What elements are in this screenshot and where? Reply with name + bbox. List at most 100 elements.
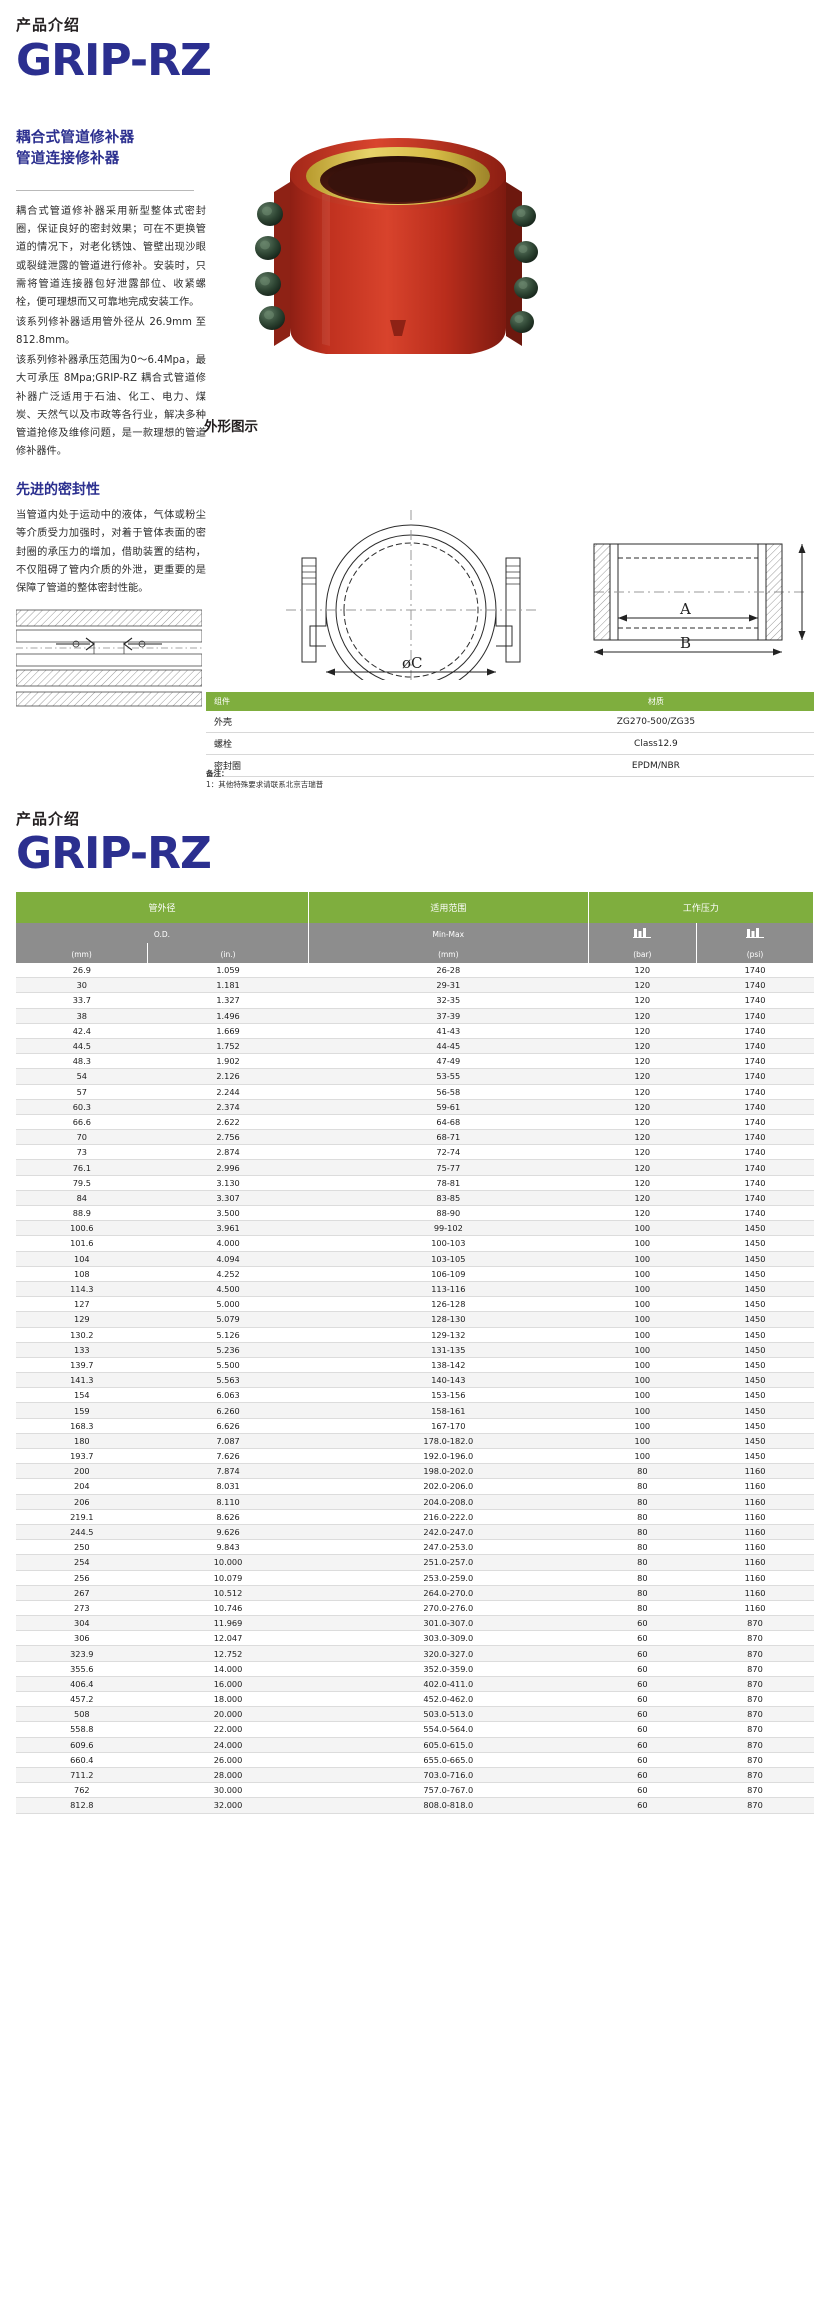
product-photo [218, 96, 578, 396]
spec-cell-range: 655.0-665.0 [308, 1752, 589, 1768]
spec-cell-od-mm: 711.2 [16, 1767, 148, 1784]
spec-cell-psi: 870 [696, 1721, 814, 1738]
table-row: 250 9.843 247.0-253.0 80 1160 [16, 1539, 814, 1556]
seal-cross-section-diagram [15, 609, 203, 707]
spec-cell-psi: 870 [696, 1797, 814, 1814]
spec-cell-od-mm: 84 [16, 1190, 148, 1207]
table-row: 100.6 3.961 99-102 100 1450 [16, 1220, 814, 1237]
spec-cell-od-in: 10.746 [147, 1600, 309, 1617]
spec-cell-psi: 1740 [696, 1068, 814, 1085]
spec-cell-psi: 1740 [696, 1114, 814, 1131]
spec-cell-bar: 60 [588, 1706, 697, 1723]
spec-unit-bar: (bar) [588, 943, 697, 963]
spec-cell-bar: 120 [588, 1144, 697, 1161]
spec-cell-psi: 870 [696, 1782, 814, 1799]
spec-table-body: 26.9 1.059 26-28 120 1740 30 1.181 29-31 120 1740… [16, 963, 814, 1814]
materials-note: 备注： 1：其他特殊要求请联系北京吉瑞普 [206, 768, 323, 791]
spec-cell-psi: 1160 [696, 1494, 814, 1510]
spec-cell-od-in: 16.000 [147, 1676, 309, 1693]
spec-cell-od-mm: 154 [16, 1387, 148, 1404]
spec-cell-range: 75-77 [308, 1159, 589, 1176]
spec-cell-bar: 100 [588, 1387, 697, 1404]
spec-cell-psi: 1160 [696, 1478, 814, 1495]
spec-group-header-row: 管外径 适用范围 工作压力 [16, 892, 815, 923]
bolt-group-right [510, 205, 538, 333]
spec-cell-range: 303.0-309.0 [308, 1630, 589, 1647]
spec-cell-range: 202.0-206.0 [308, 1478, 589, 1495]
spec-cell-psi: 1740 [696, 1038, 814, 1055]
spec-unit-psi: (psi) [696, 943, 815, 963]
spec-cell-bar: 100 [588, 1402, 697, 1419]
materials-note-title: 备注： [206, 769, 229, 778]
spec-sub-psi-icon [696, 923, 815, 943]
spec-cell-od-mm: 38 [16, 1008, 148, 1024]
spec-cell-od-mm: 406.4 [16, 1676, 148, 1693]
table-row: 108 4.252 106-109 100 1450 [16, 1266, 814, 1282]
spec-cell-od-mm: 44.5 [16, 1038, 148, 1055]
spec-cell-bar: 60 [588, 1782, 697, 1799]
materials-note-text: 1：其他特殊要求请联系北京吉瑞普 [206, 780, 324, 790]
spec-cell-range: 352.0-359.0 [308, 1661, 589, 1677]
spec-cell-od-mm: 558.8 [16, 1721, 148, 1738]
spec-cell-range: 29-31 [308, 977, 589, 994]
spec-cell-od-mm: 180 [16, 1433, 148, 1450]
spec-cell-psi: 1740 [696, 1084, 814, 1100]
spec-cell-bar: 60 [588, 1661, 697, 1677]
section1-brand-title: GRIP-RZ [16, 35, 212, 86]
spec-cell-bar: 100 [588, 1327, 697, 1343]
table-row: 304 11.969 301.0-307.0 60 870 [16, 1615, 814, 1632]
spec-cell-psi: 870 [696, 1615, 814, 1632]
spec-cell-bar: 100 [588, 1311, 697, 1328]
spec-cell-od-in: 1.902 [147, 1053, 309, 1070]
spec-cell-range: 301.0-307.0 [308, 1615, 589, 1632]
table-row: 180 7.087 178.0-182.0 100 1450 [16, 1433, 814, 1450]
spec-cell-range: 88-90 [308, 1205, 589, 1222]
spec-cell-bar: 120 [588, 1068, 697, 1085]
table-row: 168.3 6.626 167-170 100 1450 [16, 1418, 814, 1434]
table-row: 54 2.126 53-55 120 1740 [16, 1068, 814, 1085]
spec-cell-psi: 1740 [696, 1023, 814, 1039]
spec-cell-bar: 100 [588, 1433, 697, 1450]
spec-cell-range: 503.0-513.0 [308, 1706, 589, 1723]
spec-cell-psi: 1450 [696, 1372, 814, 1389]
spec-cell-psi: 870 [696, 1737, 814, 1753]
spec-cell-range: 158-161 [308, 1402, 589, 1419]
spec-cell-bar: 120 [588, 1038, 697, 1055]
spec-cell-od-mm: 254 [16, 1554, 148, 1571]
spec-cell-bar: 100 [588, 1251, 697, 1267]
table-row: 33.7 1.327 32-35 120 1740 [16, 992, 814, 1009]
spec-cell-od-mm: 48.3 [16, 1053, 148, 1070]
materials-row: 外壳 ZG270-500/ZG35 [206, 711, 814, 733]
spec-cell-od-mm: 76.1 [16, 1159, 148, 1176]
table-row: 139.7 5.500 138-142 100 1450 [16, 1357, 814, 1374]
table-row: 254 10.000 251.0-257.0 80 1160 [16, 1554, 814, 1571]
spec-cell-psi: 1160 [696, 1585, 814, 1601]
spec-cell-od-in: 8.031 [147, 1478, 309, 1495]
spec-cell-od-mm: 204 [16, 1478, 148, 1495]
dimension-label-C: øC [402, 654, 423, 672]
spec-cell-od-mm: 812.8 [16, 1797, 148, 1814]
spec-cell-psi: 870 [696, 1691, 814, 1708]
spec-cell-psi: 1740 [696, 963, 814, 979]
table-row: 133 5.236 131-135 100 1450 [16, 1342, 814, 1358]
spec-cell-psi: 1740 [696, 1008, 814, 1024]
end-view-drawing [286, 510, 536, 702]
table-row: 79.5 3.130 78-81 120 1740 [16, 1175, 814, 1191]
spec-cell-psi: 870 [696, 1706, 814, 1723]
spec-cell-bar: 80 [588, 1570, 697, 1586]
table-row: 127 5.000 126-128 100 1450 [16, 1296, 814, 1313]
spec-cell-range: 247.0-253.0 [308, 1539, 589, 1556]
materials-header-row: 组件 材质 [206, 692, 814, 711]
spec-cell-psi: 1160 [696, 1524, 814, 1541]
spec-cell-od-in: 2.874 [147, 1144, 309, 1161]
table-row: 200 7.874 198.0-202.0 80 1160 [16, 1463, 814, 1480]
spec-cell-od-in: 22.000 [147, 1721, 309, 1738]
divider-rule [16, 190, 194, 192]
spec-cell-range: 32-35 [308, 992, 589, 1009]
paragraph-3: 该系列修补器承压范围为0～6.4Mpa，最大可承压 8Mpa;GRIP-RZ 耦… [16, 355, 206, 458]
spec-cell-od-mm: 306 [16, 1630, 148, 1647]
table-row: 244.5 9.626 242.0-247.0 80 1160 [16, 1524, 814, 1541]
spec-cell-psi: 870 [696, 1661, 814, 1677]
spec-sub-header-row: O.D. Min-Max [16, 923, 815, 943]
materials-body: 外壳 ZG270-500/ZG35 螺栓 Class12.9 密封圈 EPDM/NBR [206, 711, 814, 777]
